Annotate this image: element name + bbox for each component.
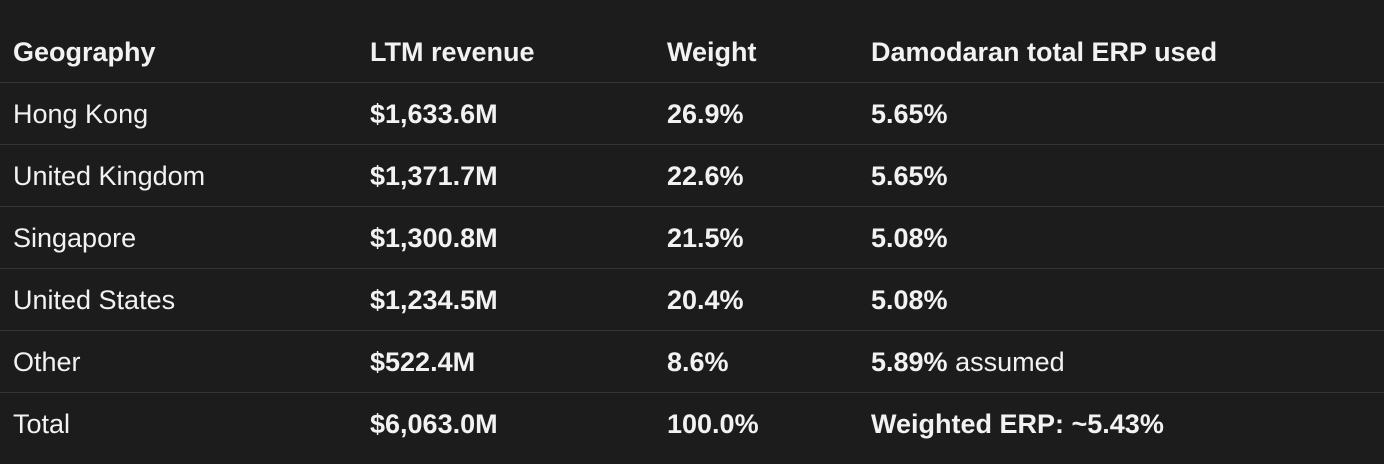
geography-cell: Hong Kong xyxy=(13,99,149,129)
erp-value: 5.08% xyxy=(871,285,948,315)
revenue-cell: $1,371.7M xyxy=(370,161,498,191)
geography-cell: United Kingdom xyxy=(13,161,206,191)
total-revenue: $6,063.0M xyxy=(370,409,498,439)
erp-value: 5.65% xyxy=(871,161,948,191)
header-geography: Geography xyxy=(13,37,156,67)
header-weight: Weight xyxy=(667,37,757,67)
table-row: Singapore $1,300.8M 21.5% 5.08% xyxy=(0,207,1384,269)
weight-cell: 26.9% xyxy=(667,99,744,129)
header-erp: Damodaran total ERP used xyxy=(871,37,1218,67)
total-label: Total xyxy=(13,409,71,439)
erp-note: assumed xyxy=(947,347,1065,377)
table-row: United States $1,234.5M 20.4% 5.08% xyxy=(0,269,1384,331)
erp-cell: 5.08% xyxy=(871,207,948,269)
table-row: Hong Kong $1,633.6M 26.9% 5.65% xyxy=(0,83,1384,145)
table-total-row: Total $6,063.0M 100.0% Weighted ERP: ~5.… xyxy=(0,393,1384,455)
erp-cell: 5.65% xyxy=(871,83,948,145)
weighted-erp: Weighted ERP: ~5.43% xyxy=(871,409,1164,439)
weight-cell: 22.6% xyxy=(667,161,744,191)
header-ltm-revenue: LTM revenue xyxy=(370,37,535,67)
erp-value: 5.65% xyxy=(871,99,948,129)
geography-cell: Singapore xyxy=(13,223,137,253)
revenue-cell: $1,234.5M xyxy=(370,285,498,315)
weight-cell: 8.6% xyxy=(667,347,729,377)
revenue-cell: $1,300.8M xyxy=(370,223,498,253)
table-header-row: Geography LTM revenue Weight Damodaran t… xyxy=(0,21,1384,83)
revenue-cell: $1,633.6M xyxy=(370,99,498,129)
revenue-cell: $522.4M xyxy=(370,347,476,377)
table-row: Other $522.4M 8.6% 5.89% assumed xyxy=(0,331,1384,393)
erp-value: 5.89% xyxy=(871,347,948,377)
weight-cell: 21.5% xyxy=(667,223,744,253)
geography-cell: Other xyxy=(13,347,81,377)
total-weight: 100.0% xyxy=(667,409,759,439)
table-row: United Kingdom $1,371.7M 22.6% 5.65% xyxy=(0,145,1384,207)
erp-cell: 5.08% xyxy=(871,269,948,331)
erp-cell: 5.65% xyxy=(871,145,948,207)
geography-cell: United States xyxy=(13,285,176,315)
erp-value: 5.08% xyxy=(871,223,948,253)
weight-cell: 20.4% xyxy=(667,285,744,315)
erp-cell: 5.89% assumed xyxy=(871,331,1065,393)
